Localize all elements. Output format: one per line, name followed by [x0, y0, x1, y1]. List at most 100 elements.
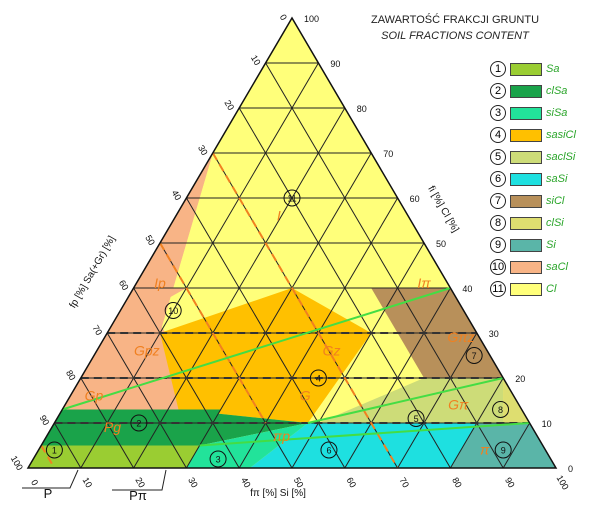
tick-label-sand: 60: [117, 278, 131, 292]
legend-item: 8 clSi: [490, 212, 590, 234]
region-number: 8: [498, 405, 503, 415]
region-number-circle: [407, 410, 425, 427]
tick-label-clay: 80: [357, 104, 367, 114]
grid-line: [106, 332, 187, 469]
region-number-circle: [320, 441, 338, 459]
legend-code: saCl: [546, 261, 569, 273]
region-number-circle: [130, 414, 148, 432]
grid-line: [265, 62, 504, 469]
legend-code: Cl: [546, 283, 557, 295]
tick-label-sand: 80: [64, 368, 78, 382]
legend-code: sasiCl: [546, 129, 576, 141]
tick-label-clay: 90: [330, 59, 340, 69]
region-number: 11: [287, 194, 296, 204]
legend-swatch: [510, 260, 542, 274]
legend: 1 Sa 2 clSa 3 siSa 4 sasiCl 5 saclSi 6 saSi 7 siCl 8 cl…: [490, 58, 590, 300]
axis-label-left: fp [%] Sa(+Gr) [%]: [68, 234, 118, 310]
legend-code: siSa: [546, 107, 568, 119]
label-ppi: Pπ: [129, 488, 147, 503]
region-number: 1: [52, 446, 57, 456]
region-number-circle: [492, 401, 510, 418]
tick-label-clay: 0: [568, 464, 573, 474]
tick-label-silt: 70: [397, 476, 411, 490]
tick-label-silt: 20: [133, 476, 147, 490]
tick-label-sand: 20: [222, 98, 236, 112]
legend-swatch: [510, 62, 542, 76]
legend-number: 8: [490, 215, 506, 231]
grid-line: [53, 422, 82, 469]
boundary-orange-1: [159, 242, 267, 424]
region-number: 10: [168, 306, 178, 316]
region-number-circle: [465, 347, 483, 364]
boundary-green-1: [62, 287, 451, 411]
legend-code: clSa: [546, 85, 568, 97]
region-number: 3: [216, 455, 221, 465]
grid-line: [185, 152, 372, 469]
region-label: Gπ: [448, 397, 469, 413]
region-label: πp: [273, 428, 290, 444]
legend-swatch: [510, 84, 542, 98]
region-label: Ip: [154, 275, 166, 291]
legend-number: 7: [490, 193, 506, 209]
legend-code: saclSi: [546, 151, 576, 163]
region-clsa-b: [178, 409, 308, 446]
grid-line: [291, 242, 425, 469]
region-number: 6: [326, 446, 331, 456]
region-label: Gp: [85, 388, 104, 404]
legend-swatch: [510, 238, 542, 252]
tick-label-silt: 100: [555, 473, 571, 491]
legend-number: 5: [490, 149, 506, 165]
chart-title: ZAWARTOŚĆ FRAKCJI GRUNTU: [370, 14, 540, 26]
tick-label-clay: 50: [436, 239, 446, 249]
tick-label-clay: 60: [410, 194, 420, 204]
region-clsa: [41, 409, 221, 446]
legend-number: 10: [490, 259, 506, 275]
tick-label-sand: 0: [278, 13, 289, 22]
legend-swatch: [510, 172, 542, 186]
grid-line: [80, 62, 319, 469]
legend-item: 6 saSi: [490, 168, 590, 190]
region-label: Gpz: [134, 343, 160, 359]
region-sisa: [186, 423, 308, 468]
boundary-green-3: [199, 422, 530, 447]
legend-swatch: [510, 216, 542, 230]
legend-item: 4 sasiCl: [490, 124, 590, 146]
legend-number: 6: [490, 171, 506, 187]
grid-line: [397, 332, 478, 469]
legend-item: 9 Si: [490, 234, 590, 256]
region-label: Gz: [323, 343, 341, 359]
legend-item: 11 Cl: [490, 278, 590, 300]
region-label: G: [300, 388, 311, 404]
region-number: 4: [316, 374, 321, 384]
region-number: 7: [472, 351, 477, 361]
tick-label-clay: 70: [383, 149, 393, 159]
region-number: 2: [136, 419, 141, 429]
tick-label-silt: 0: [29, 478, 40, 487]
tick-label-sand: 100: [9, 454, 25, 472]
tick-label-silt: 30: [186, 476, 200, 490]
tick-label-sand: 50: [143, 233, 157, 247]
tick-label-clay: 100: [304, 14, 319, 24]
region-si: [450, 423, 556, 468]
legend-swatch: [510, 150, 542, 164]
axis-label-bottom: fπ [%] Si [%]: [250, 488, 306, 499]
tick-label-sand: 70: [90, 323, 104, 337]
legend-swatch: [510, 128, 542, 142]
legend-number: 3: [490, 105, 506, 121]
legend-item: 10 saCl: [490, 256, 590, 278]
tick-label-silt: 90: [503, 476, 517, 490]
legend-item: 2 clSa: [490, 80, 590, 102]
legend-item: 3 siSa: [490, 102, 590, 124]
legend-number: 2: [490, 83, 506, 99]
legend-number: 4: [490, 127, 506, 143]
grid-line: [502, 422, 531, 469]
legend-code: clSi: [546, 217, 564, 229]
tick-label-sand: 10: [249, 53, 263, 67]
tick-label-silt: 80: [450, 476, 464, 490]
legend-swatch: [510, 194, 542, 208]
legend-item: 5 saclSi: [490, 146, 590, 168]
legend-item: 7 siCl: [490, 190, 590, 212]
region-number-circle: [494, 441, 512, 459]
legend-number: 1: [490, 61, 506, 77]
